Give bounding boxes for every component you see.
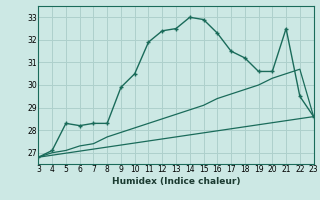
X-axis label: Humidex (Indice chaleur): Humidex (Indice chaleur) [112, 177, 240, 186]
